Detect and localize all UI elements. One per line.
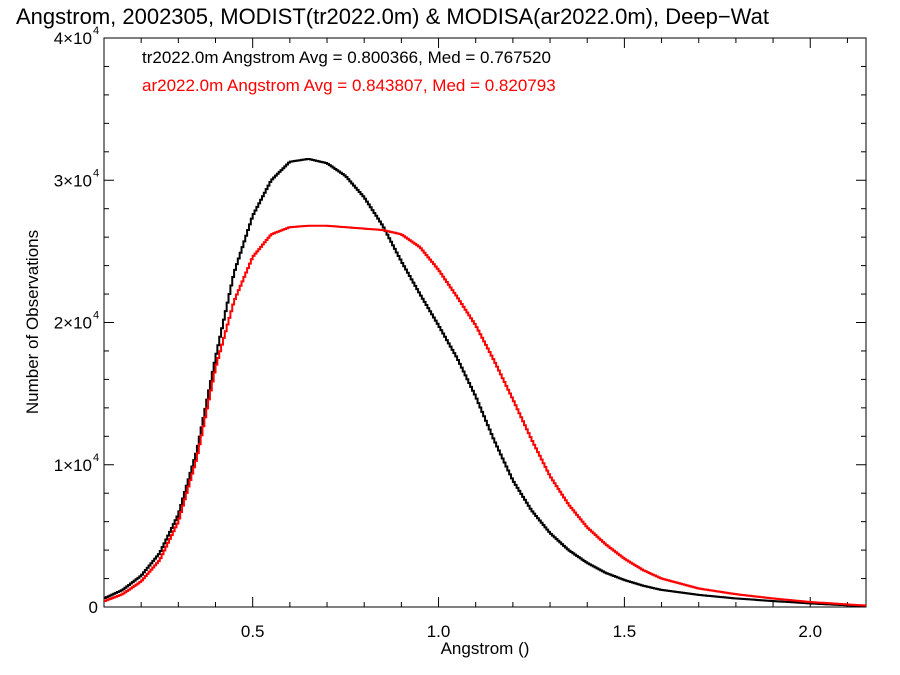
x-tick-label: 1.0 — [427, 622, 451, 641]
y-tick-exponent: 4 — [93, 167, 99, 179]
y-tick-label: 0 — [89, 598, 98, 617]
y-tick-label: 4×10 — [54, 29, 92, 48]
plot-frame — [103, 37, 867, 608]
y-tick-exponent: 4 — [93, 25, 99, 37]
annotation-tr-stats: tr2022.0m Angstrom Avg = 0.800366, Med =… — [142, 48, 551, 67]
x-tick-label: 2.0 — [798, 622, 822, 641]
y-tick-exponent: 4 — [93, 310, 99, 322]
x-axis-label: Angstrom () — [441, 639, 530, 658]
chart-title: Angstrom, 2002305, MODIST(tr2022.0m) & M… — [16, 4, 769, 29]
series-group — [104, 158, 866, 607]
x-tick-label: 0.5 — [241, 622, 265, 641]
y-axis: 01×10 42×10 43×10 44×10 4 — [54, 25, 866, 617]
annotation-ar-stats: ar2022.0m Angstrom Avg = 0.843807, Med =… — [142, 76, 556, 95]
y-tick-exponent: 4 — [93, 452, 99, 464]
series-1-step-line — [104, 224, 866, 607]
series-0-step-line — [104, 158, 866, 607]
x-tick-label: 1.5 — [613, 622, 637, 641]
y-axis-label: Number of Observations — [23, 230, 42, 414]
y-tick-label: 2×10 — [54, 314, 92, 333]
x-axis: 0.5 1.0 1.5 2.0 — [103, 38, 848, 641]
y-tick-label: 3×10 — [54, 171, 92, 190]
y-tick-label: 1×10 — [54, 456, 92, 475]
